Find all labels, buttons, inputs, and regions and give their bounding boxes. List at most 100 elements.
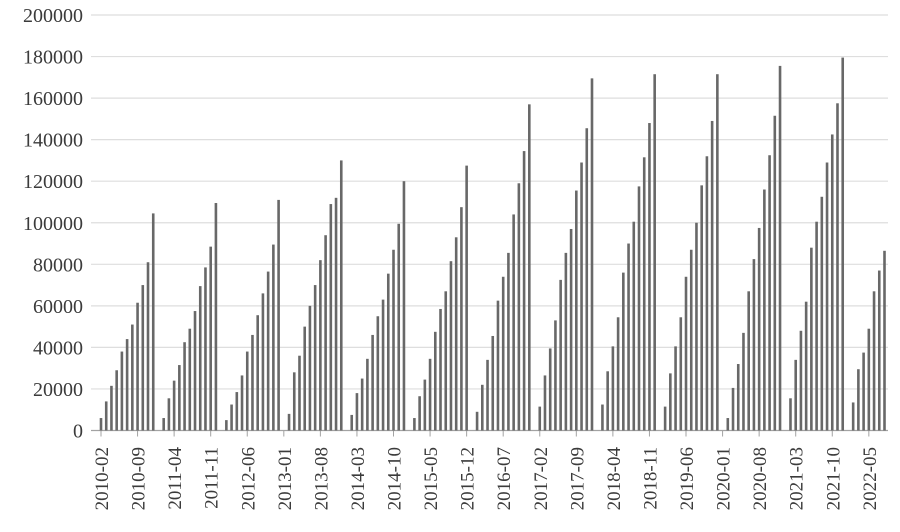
bar xyxy=(376,316,380,431)
bar xyxy=(648,123,651,431)
bar xyxy=(125,339,129,431)
bar xyxy=(815,221,818,431)
bar xyxy=(768,155,771,431)
x-axis-label: 2018-11 xyxy=(640,447,661,510)
bar xyxy=(136,302,139,431)
bar xyxy=(115,370,118,431)
bar xyxy=(606,371,609,431)
y-axis-label: 120000 xyxy=(23,171,83,193)
bar xyxy=(862,352,865,431)
bar xyxy=(637,186,641,431)
x-axis-label: 2022-05 xyxy=(860,447,881,510)
bar xyxy=(240,375,244,431)
bar xyxy=(554,320,557,431)
bar xyxy=(548,348,552,431)
bar xyxy=(397,223,401,431)
bar xyxy=(329,204,333,431)
bar xyxy=(810,247,813,431)
bar xyxy=(752,259,756,431)
bar xyxy=(104,401,108,431)
bar xyxy=(747,291,750,431)
bar xyxy=(705,156,709,431)
bar xyxy=(611,346,615,431)
bar xyxy=(601,404,604,431)
bar xyxy=(245,351,249,431)
x-axis-label: 2013-08 xyxy=(311,447,332,510)
x-axis-label: 2015-05 xyxy=(421,447,442,510)
y-axis-label: 80000 xyxy=(33,254,83,276)
bar xyxy=(261,293,265,431)
bar xyxy=(392,249,395,431)
bar xyxy=(251,334,254,431)
bar xyxy=(564,252,568,431)
bar xyxy=(475,411,479,431)
x-axis-label: 2010-02 xyxy=(92,447,113,510)
x-axis-label: 2020-08 xyxy=(750,447,771,510)
bar xyxy=(146,262,150,431)
bar xyxy=(799,330,803,431)
bar xyxy=(825,162,829,431)
bar xyxy=(204,267,207,431)
x-axis-label: 2015-12 xyxy=(458,447,479,510)
bar xyxy=(292,372,296,431)
y-axis-label: 160000 xyxy=(23,88,83,110)
bar xyxy=(804,301,808,431)
bar xyxy=(726,418,730,431)
bar xyxy=(188,328,192,431)
x-axis-label: 2019-06 xyxy=(677,447,698,510)
bar xyxy=(486,359,489,431)
bar xyxy=(178,365,181,431)
bar xyxy=(622,272,625,431)
bar xyxy=(151,213,155,431)
bar xyxy=(366,358,369,431)
bar xyxy=(350,414,354,431)
bar xyxy=(491,335,495,431)
bar xyxy=(736,364,740,431)
bar xyxy=(716,74,719,431)
bar xyxy=(444,291,448,431)
bar xyxy=(731,387,735,431)
bar xyxy=(183,342,186,431)
bar xyxy=(266,271,270,431)
bar xyxy=(324,235,327,431)
bar xyxy=(131,324,134,431)
bar xyxy=(454,237,458,431)
bar xyxy=(110,385,113,431)
bar xyxy=(449,261,453,431)
bar xyxy=(287,413,291,431)
bar xyxy=(308,305,312,431)
y-axis-label: 180000 xyxy=(23,47,83,69)
bar xyxy=(616,317,620,431)
bar xyxy=(272,244,275,431)
y-axis-label: 140000 xyxy=(23,130,83,152)
x-axis-label: 2010-09 xyxy=(129,447,150,510)
x-axis-label: 2020-01 xyxy=(714,447,735,510)
bar xyxy=(319,260,322,431)
bar xyxy=(507,252,510,431)
bar xyxy=(277,199,280,431)
bar xyxy=(418,396,421,431)
x-axis-label: 2018-04 xyxy=(604,447,625,511)
bar xyxy=(867,328,871,431)
x-axis-label: 2014-10 xyxy=(385,447,406,510)
bar xyxy=(538,406,542,431)
bar xyxy=(517,183,521,431)
y-axis-label: 200000 xyxy=(23,5,83,27)
bar xyxy=(841,57,845,431)
bar xyxy=(465,165,468,431)
y-axis-label: 0 xyxy=(73,421,83,443)
bar xyxy=(209,246,212,431)
y-axis-label: 100000 xyxy=(23,213,83,235)
bar xyxy=(433,331,437,431)
bar xyxy=(501,276,505,431)
bar xyxy=(877,270,881,431)
x-axis-label: 2021-03 xyxy=(787,447,808,510)
y-axis-label: 60000 xyxy=(33,296,83,318)
bar xyxy=(830,134,834,431)
bar xyxy=(700,185,703,431)
bar xyxy=(695,222,698,431)
bar xyxy=(339,160,343,431)
bar xyxy=(334,197,338,431)
